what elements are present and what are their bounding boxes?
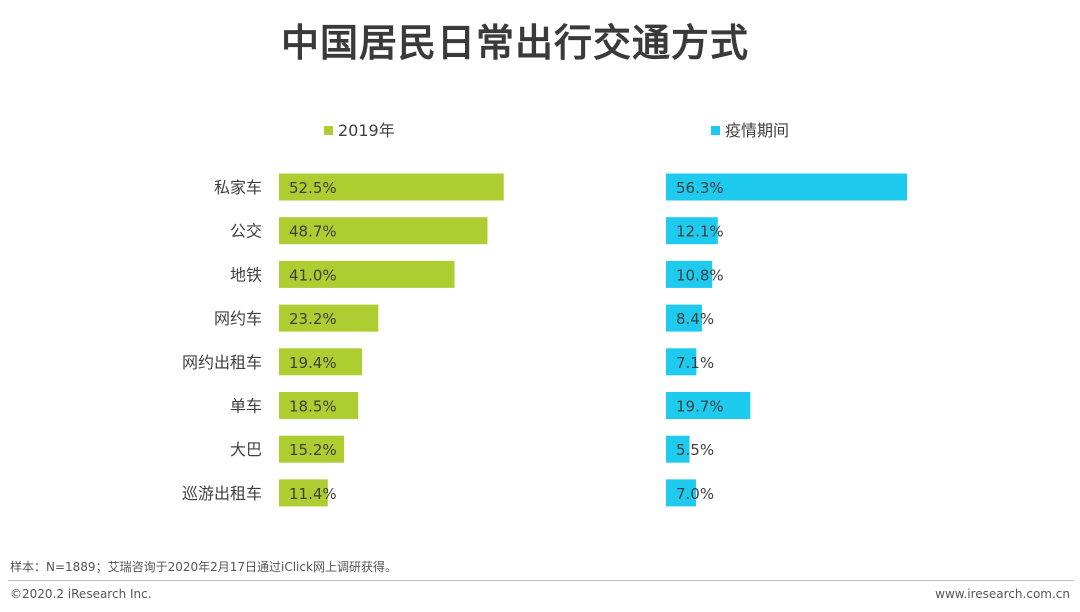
- value-label-epidemic: 10.8%: [676, 266, 724, 284]
- category-label: 单车: [230, 397, 262, 416]
- bar-2019: [279, 260, 455, 288]
- category-label: 网约车: [214, 309, 262, 328]
- value-label-2019: 11.4%: [289, 485, 337, 503]
- value-label-epidemic: 7.1%: [676, 354, 714, 372]
- category-label: 网约出租车: [182, 353, 262, 372]
- value-label-epidemic: 56.3%: [676, 179, 724, 197]
- value-label-2019: 48.7%: [289, 223, 337, 241]
- bar-epidemic: [666, 304, 702, 332]
- bar-epidemic: [666, 260, 713, 288]
- value-label-2019: 18.5%: [289, 398, 337, 416]
- bar-2019: [279, 217, 488, 245]
- value-label-epidemic: 19.7%: [676, 398, 724, 416]
- value-label-2019: 23.2%: [289, 310, 337, 328]
- bar-2019: [279, 304, 379, 332]
- chart-title: 中国居民日常出行交通方式: [280, 21, 749, 65]
- value-label-epidemic: 8.4%: [676, 310, 714, 328]
- value-label-2019: 15.2%: [289, 441, 337, 459]
- bar-epidemic: [666, 479, 696, 507]
- legend-label: 2019年: [338, 121, 395, 140]
- value-label-2019: 41.0%: [289, 266, 337, 284]
- bar-2019: [279, 392, 359, 419]
- value-label-epidemic: 5.5%: [676, 441, 714, 459]
- value-label-epidemic: 7.0%: [676, 485, 714, 503]
- sample-note: 样本：N=1889；艾瑞咨询于2020年2月17日通过iClick网上调研获得。: [10, 560, 397, 574]
- category-label: 公交: [230, 222, 262, 241]
- footer-divider: [8, 580, 1074, 581]
- bar-epidemic: [666, 217, 718, 245]
- bar-epidemic: [666, 392, 751, 419]
- category-label: 大巴: [230, 440, 262, 459]
- legend-swatch: [711, 126, 720, 135]
- category-label: 地铁: [230, 265, 262, 284]
- bar-epidemic: [666, 435, 690, 463]
- legend-swatch: [324, 126, 333, 135]
- copyright: ©2020.2 iResearch Inc.: [10, 587, 152, 601]
- value-label-epidemic: 12.1%: [676, 223, 724, 241]
- bar-2019: [279, 348, 363, 376]
- bar-epidemic: [666, 173, 907, 201]
- bar-2019: [279, 435, 345, 463]
- value-label-2019: 19.4%: [289, 354, 337, 372]
- bar-2019: [279, 173, 504, 201]
- category-label: 私家车: [214, 178, 262, 197]
- value-label-2019: 52.5%: [289, 179, 337, 197]
- bar-2019: [279, 479, 328, 507]
- bar-epidemic: [666, 348, 697, 376]
- website-link[interactable]: www.iresearch.com.cn: [935, 587, 1070, 601]
- legend-label: 疫情期间: [725, 121, 789, 140]
- category-label: 巡游出租车: [182, 484, 262, 503]
